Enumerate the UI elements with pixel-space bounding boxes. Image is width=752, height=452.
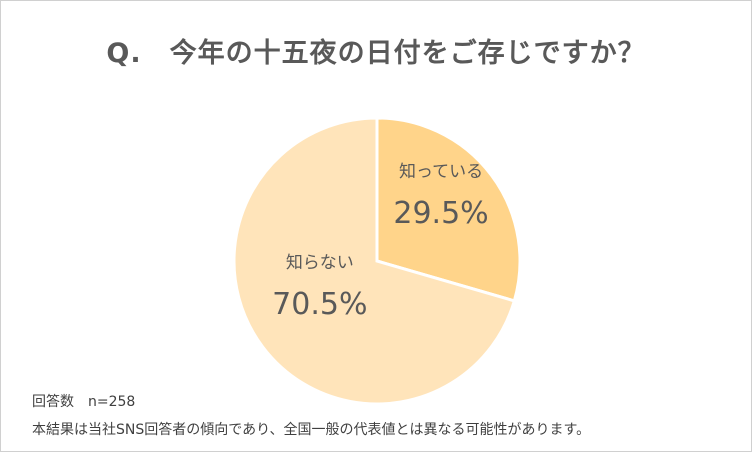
slice-value-label: 29.5% xyxy=(393,196,488,231)
sample-size-note: 回答数 n=258 xyxy=(32,394,136,410)
slice-know xyxy=(375,116,522,303)
disclaimer-note: 本結果は当社SNS回答者の傾向であり、全国一般の代表値とは異なる可能性があります… xyxy=(32,422,591,438)
slice-value-label: 70.5% xyxy=(272,287,367,322)
slice-category-label: 知っている xyxy=(399,162,483,182)
slice-category-label: 知らない xyxy=(286,253,354,273)
chart-title: Q. 今年の十五夜の日付をご存じですか？ xyxy=(106,38,646,69)
slice-dont-know xyxy=(232,116,517,406)
